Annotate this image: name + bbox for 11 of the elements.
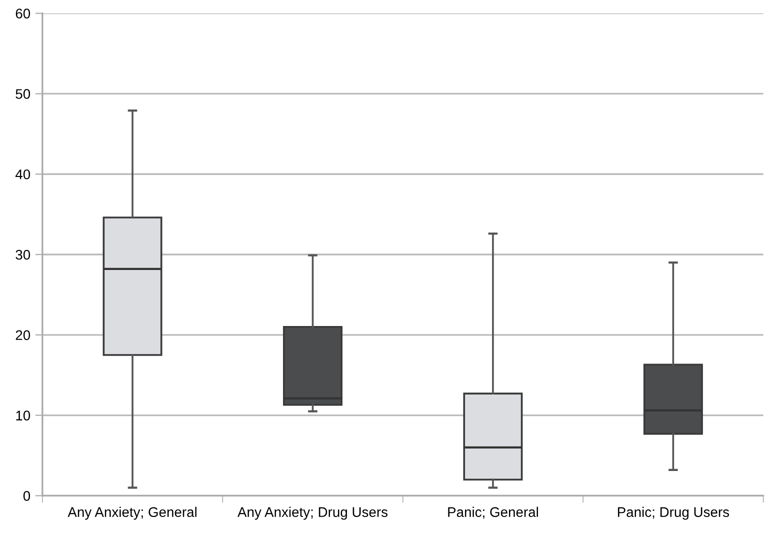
y-tick-label: 40 bbox=[15, 169, 30, 180]
y-tick-label: 0 bbox=[23, 491, 30, 501]
x-tick-label: Panic; Drug Users bbox=[618, 506, 730, 520]
y-tick-label: 20 bbox=[16, 330, 30, 340]
y-tick-label: 50 bbox=[16, 89, 30, 99]
x-tick-label: Any Anxiety; General bbox=[68, 506, 196, 520]
x-tick-label: Any Anxiety; Drug Users bbox=[238, 506, 388, 520]
y-tick-label: 60 bbox=[16, 8, 30, 18]
y-tick-label: 30 bbox=[16, 250, 30, 260]
y-tick-label: 10 bbox=[16, 410, 30, 420]
x-tick-label: Panic; General bbox=[448, 506, 538, 519]
